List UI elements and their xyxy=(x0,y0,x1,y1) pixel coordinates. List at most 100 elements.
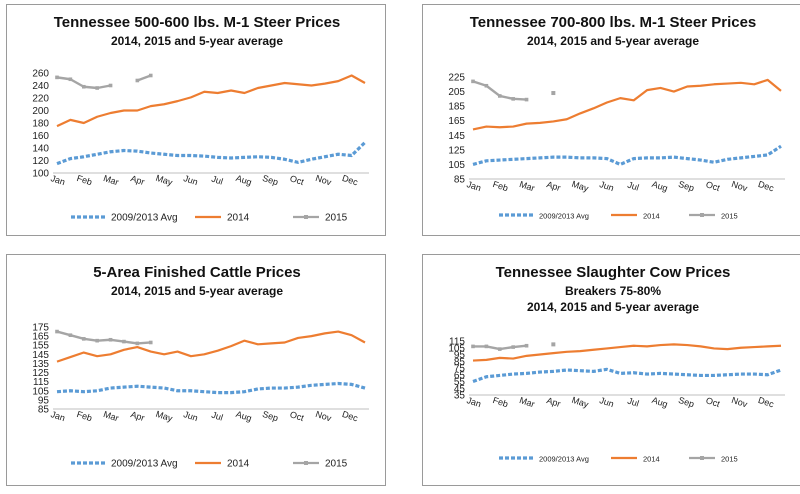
legend-marker xyxy=(304,215,308,219)
y-tick-label: 100 xyxy=(32,169,49,180)
y-tick-label: 140 xyxy=(32,144,49,155)
y-tick-label: 185 xyxy=(448,102,465,113)
y-tick-label: 55 xyxy=(454,377,466,388)
series-point xyxy=(55,329,59,334)
x-tick-label: Nov xyxy=(314,409,333,424)
x-tick-label: Apr xyxy=(129,173,145,187)
x-tick-label: Apr xyxy=(545,395,561,409)
legend-marker xyxy=(700,456,704,460)
series-point xyxy=(511,97,515,101)
series-point xyxy=(511,345,515,349)
y-tick-label: 105 xyxy=(448,160,465,171)
series-line xyxy=(472,144,782,167)
series-point xyxy=(135,341,140,346)
y-tick-label: 105 xyxy=(448,343,465,354)
chart-subtitle: 2014, 2015 and 5-year average xyxy=(111,284,283,298)
chart-panel-slaughter-cow: Tennessee Slaughter Cow Prices Breakers 7… xyxy=(422,254,800,486)
x-tick-label: Oct xyxy=(705,179,722,193)
series-point xyxy=(524,343,529,348)
series-point xyxy=(484,83,489,88)
y-tick-label: 125 xyxy=(448,145,465,156)
x-tick-label: Dec xyxy=(757,395,776,410)
series-line xyxy=(56,330,366,363)
y-tick-label: 220 xyxy=(32,94,49,105)
series-point xyxy=(108,337,113,342)
legend-marker xyxy=(304,461,308,465)
legend-label: 2009/2013 Avg xyxy=(539,212,589,221)
series-point xyxy=(524,97,529,102)
x-tick-label: Jul xyxy=(210,174,224,187)
y-tick-label: 205 xyxy=(448,87,465,98)
x-tick-label: May xyxy=(570,179,590,194)
legend-label: 2009/2013 Avg xyxy=(539,455,589,464)
x-tick-label: Jun xyxy=(598,179,615,193)
chart-svg: Tennessee 700-800 lbs. M-1 Steer Prices 2… xyxy=(448,14,785,221)
y-tick-label: 135 xyxy=(32,359,49,370)
series-line xyxy=(472,78,782,131)
series-point xyxy=(497,347,502,351)
x-tick-label: Feb xyxy=(76,173,94,187)
y-tick-label: 65 xyxy=(454,370,466,381)
x-tick-label: May xyxy=(154,409,174,424)
x-tick-label: Jan xyxy=(465,179,482,193)
chart-title: Tennessee 500-600 lbs. M-1 Steer Prices xyxy=(54,14,341,31)
series-point xyxy=(81,84,86,89)
chart-subtitle: 2014, 2015 and 5-year average xyxy=(111,34,283,48)
series-line xyxy=(472,343,782,362)
chart-subtitle: 2014, 2015 and 5-year average xyxy=(527,34,699,48)
x-tick-label: Aug xyxy=(651,395,669,409)
y-tick-label: 85 xyxy=(38,405,50,416)
series-line xyxy=(472,367,782,384)
y-tick-label: 125 xyxy=(32,368,49,379)
x-tick-label: Nov xyxy=(730,395,749,410)
legend-label: 2014 xyxy=(643,212,660,221)
x-tick-label: Feb xyxy=(492,395,510,409)
series-line xyxy=(56,381,366,395)
y-tick-label: 240 xyxy=(32,81,49,92)
x-tick-label: Mar xyxy=(102,173,120,187)
y-tick-label: 225 xyxy=(448,73,465,84)
x-tick-label: Oct xyxy=(705,395,722,409)
series-point xyxy=(471,344,475,349)
x-tick-label: Jan xyxy=(465,395,482,409)
x-tick-label: Aug xyxy=(235,173,253,187)
y-tick-label: 260 xyxy=(32,69,49,80)
chart-svg: 5-Area Finished Cattle Prices 2014, 2015 … xyxy=(32,264,369,470)
legend-label: 2015 xyxy=(721,455,738,464)
chart-svg: Tennessee 500-600 lbs. M-1 Steer Prices 2… xyxy=(32,14,369,224)
x-tick-label: Sep xyxy=(677,395,695,409)
legend-label: 2015 xyxy=(325,459,348,470)
x-tick-label: Feb xyxy=(76,409,94,423)
y-tick-label: 155 xyxy=(32,341,49,352)
x-tick-label: Jul xyxy=(626,180,640,193)
y-tick-label: 85 xyxy=(454,175,466,186)
x-tick-label: Jun xyxy=(182,173,199,187)
x-tick-label: Jun xyxy=(598,395,615,409)
series-point xyxy=(551,342,556,347)
series-point xyxy=(108,83,113,88)
legend-label: 2014 xyxy=(227,459,250,470)
chart-panel-steer-500-600: Tennessee 500-600 lbs. M-1 Steer Prices 2… xyxy=(6,4,386,236)
x-tick-label: Sep xyxy=(677,179,695,193)
y-tick-label: 105 xyxy=(32,386,49,397)
series-point xyxy=(122,339,126,344)
y-tick-label: 180 xyxy=(32,119,49,130)
series-point xyxy=(471,79,475,84)
y-tick-label: 115 xyxy=(449,337,465,348)
y-tick-label: 200 xyxy=(32,106,49,117)
chart-panel-steer-700-800: Tennessee 700-800 lbs. M-1 Steer Prices 2… xyxy=(422,4,800,236)
series-line xyxy=(56,330,151,345)
series-point xyxy=(68,333,73,337)
x-tick-label: Oct xyxy=(289,409,306,423)
y-tick-label: 145 xyxy=(448,131,465,142)
x-tick-label: Sep xyxy=(261,173,279,187)
series-point xyxy=(148,73,153,78)
series-line xyxy=(56,141,367,166)
chart-title: Tennessee 700-800 lbs. M-1 Steer Prices xyxy=(470,14,757,31)
chart-title: 5-Area Finished Cattle Prices xyxy=(93,264,301,281)
series-line xyxy=(136,74,152,82)
legend-marker xyxy=(700,213,704,217)
chart-subtitle: Breakers 75-80% xyxy=(565,284,661,298)
x-tick-label: Nov xyxy=(314,173,333,188)
x-tick-label: Dec xyxy=(757,179,776,194)
